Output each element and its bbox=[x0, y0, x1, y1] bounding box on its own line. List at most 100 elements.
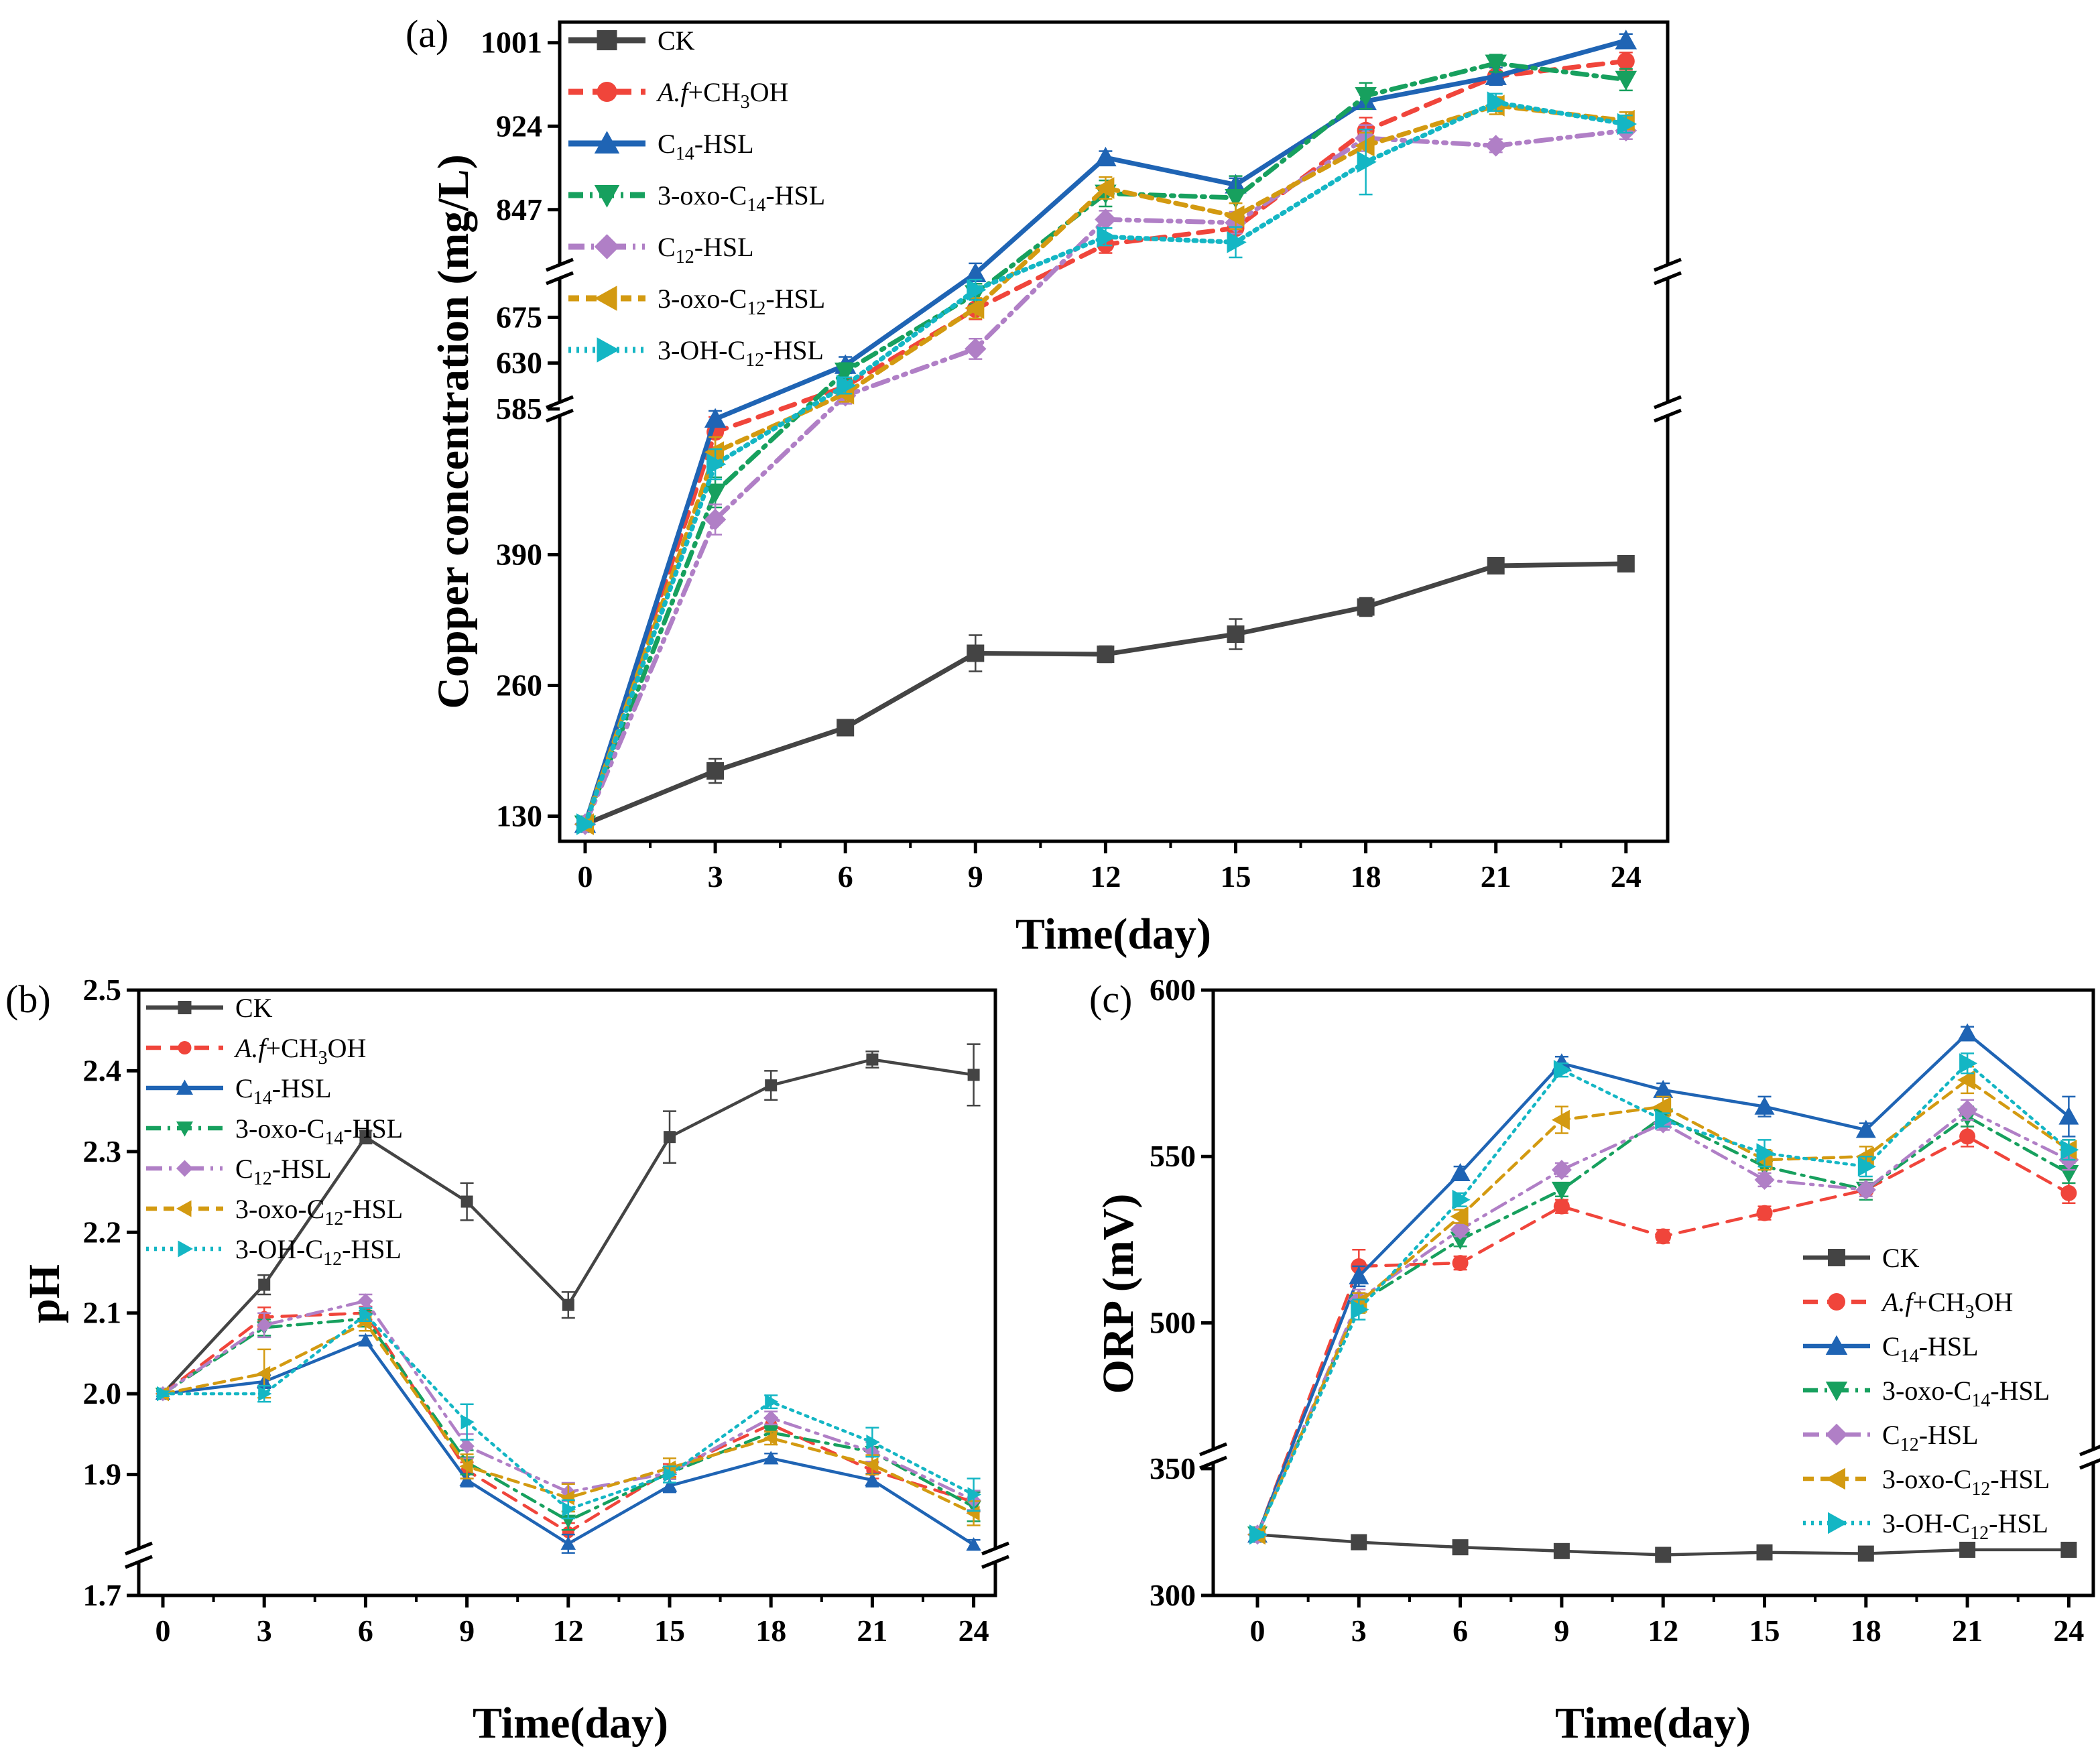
data-point bbox=[2060, 1541, 2077, 1558]
data-point bbox=[1095, 146, 1117, 167]
data-point bbox=[1655, 1228, 1672, 1245]
panel-c-orp: (c) 300 350 500 550 600 0 3 6 9 12 15 18 21 24 Time(… bbox=[1089, 973, 2100, 1748]
legend-label: 3-oxo-C14​-HSL bbox=[1882, 1376, 2050, 1411]
data-point bbox=[965, 262, 987, 283]
data-point bbox=[358, 1333, 373, 1347]
panel-b-legend: CK A.f+CH3​OH C14​-HSL 3-oxo-C14​-HSL C12​-H… bbox=[146, 993, 403, 1270]
legend-item-a-f-ch3oh: A.f+CH3​OH bbox=[568, 77, 788, 113]
legend-marker bbox=[1825, 1382, 1848, 1402]
legend-item-a-f-ch3oh: A.f+CH3​OH bbox=[1803, 1287, 2013, 1323]
legend-item-c12-hsl: C12​-HSL bbox=[568, 232, 754, 267]
series-3-oh-c12-hsl bbox=[156, 1307, 981, 1520]
axis-break-slash bbox=[546, 257, 574, 272]
axis-break-slash bbox=[546, 271, 574, 286]
axis-break-slash bbox=[546, 408, 574, 423]
data-point bbox=[1857, 1156, 1876, 1177]
panel-a-legend: CK A.f+CH3​OH C14​-HSL 3-oxo-C14​-HSL C12​-H… bbox=[568, 25, 825, 371]
legend-marker bbox=[594, 286, 617, 311]
x-tick-label: 6 bbox=[1453, 1614, 1468, 1648]
data-point bbox=[1095, 177, 1115, 199]
data-point bbox=[1655, 1109, 1674, 1130]
data-point bbox=[1487, 91, 1507, 113]
data-point bbox=[1959, 1128, 1976, 1145]
data-point bbox=[562, 1298, 574, 1311]
data-point bbox=[1551, 1109, 1570, 1130]
panel-a-plot-frame bbox=[558, 20, 1670, 843]
x-tick-label: 12 bbox=[553, 1614, 584, 1648]
y-tick-label: 600 bbox=[1150, 973, 1196, 1007]
x-tick-label: 0 bbox=[578, 859, 593, 894]
legend-marker bbox=[1828, 1512, 1848, 1534]
legend-label: A.f+CH3​OH bbox=[1880, 1287, 2013, 1323]
data-point bbox=[258, 1386, 272, 1402]
y-tick-label: 585 bbox=[496, 391, 542, 426]
legend-marker bbox=[176, 1160, 193, 1177]
y-tick-label: 550 bbox=[1150, 1139, 1196, 1173]
panel-c-x-axis-title: Time(day) bbox=[1555, 1699, 1751, 1748]
data-point bbox=[1957, 1070, 1976, 1091]
data-point bbox=[1485, 65, 1507, 85]
x-tick-label: 3 bbox=[1351, 1614, 1367, 1648]
x-tick-label: 6 bbox=[838, 859, 853, 894]
legend-item-c12-hsl: C12​-HSL bbox=[146, 1154, 332, 1189]
data-point bbox=[459, 1472, 475, 1487]
x-tick-label: 15 bbox=[654, 1614, 685, 1648]
data-point bbox=[1351, 1534, 1367, 1551]
x-tick-label: 24 bbox=[2053, 1614, 2084, 1648]
data-point bbox=[763, 1410, 779, 1426]
data-point bbox=[1653, 1079, 1674, 1098]
panel-b-x-axis-title: Time(day) bbox=[473, 1699, 668, 1748]
y-tick-label: 500 bbox=[1150, 1305, 1196, 1339]
axis-break-slash bbox=[1199, 1442, 1227, 1457]
panel-a-label: (a) bbox=[406, 12, 448, 56]
data-point bbox=[1355, 86, 1377, 107]
data-point bbox=[1485, 135, 1507, 157]
x-tick-label: 3 bbox=[257, 1614, 272, 1648]
data-point bbox=[1452, 1255, 1469, 1272]
data-point bbox=[763, 1431, 778, 1446]
data-point bbox=[1857, 1545, 1874, 1562]
x-tick-label: 9 bbox=[1554, 1614, 1569, 1648]
legend-marker bbox=[176, 1079, 193, 1095]
data-point bbox=[1959, 1053, 1978, 1074]
data-point bbox=[1355, 135, 1375, 157]
data-point bbox=[1617, 52, 1635, 70]
y-tick-label: 2.5 bbox=[83, 973, 122, 1007]
y-tick-label: 847 bbox=[496, 192, 542, 227]
legend-label: C14​-HSL bbox=[658, 129, 754, 164]
data-point bbox=[1452, 1189, 1471, 1210]
y-tick-label: 2.2 bbox=[83, 1215, 122, 1249]
data-point bbox=[1617, 555, 1635, 572]
y-tick-label: 1.9 bbox=[83, 1457, 122, 1492]
series-line-ck bbox=[161, 1058, 975, 1396]
panel-a-y-axis-title: Copper concentration (mg/L) bbox=[429, 154, 478, 709]
legend-item-3-oh-c12-hsl: 3-OH-C12​-HSL bbox=[568, 335, 824, 371]
data-point bbox=[358, 1293, 373, 1309]
data-point bbox=[1957, 1099, 1978, 1120]
x-tick-label: 15 bbox=[1221, 859, 1251, 894]
legend-marker bbox=[178, 1041, 192, 1054]
axis-break-gap bbox=[124, 1549, 153, 1562]
x-tick-label: 21 bbox=[857, 1614, 887, 1648]
data-point bbox=[1653, 1096, 1672, 1117]
legend-label: CK bbox=[658, 25, 695, 56]
panel-b-ph: (b) 1.7 1.9 2.0 2.1 2.2 2.3 2.4 2.5 0 3 6 9 12 15 18 2… bbox=[5, 973, 1010, 1748]
legend-marker bbox=[594, 131, 620, 154]
legend-label: 3-oxo-C14​-HSL bbox=[235, 1113, 403, 1149]
x-tick-label: 12 bbox=[1648, 1614, 1678, 1648]
data-point bbox=[1756, 1205, 1773, 1221]
y-tick-label: 390 bbox=[496, 538, 542, 572]
legend-label: C14​-HSL bbox=[1882, 1331, 1979, 1367]
data-point bbox=[1351, 1299, 1369, 1320]
data-point bbox=[2058, 1106, 2079, 1125]
x-tick-label: 9 bbox=[459, 1614, 475, 1648]
x-tick-label: 18 bbox=[1351, 859, 1381, 894]
legend-marker bbox=[1828, 1249, 1845, 1266]
axis-break-gap bbox=[545, 265, 574, 278]
data-point bbox=[2060, 1140, 2079, 1160]
series-3-oh-c12-hsl bbox=[576, 91, 1638, 835]
legend-item-3-oxo-c14-hsl: 3-oxo-C14​-HSL bbox=[146, 1113, 403, 1149]
series-3-oxo-c14-hsl bbox=[574, 54, 1638, 835]
data-point bbox=[1553, 1060, 1572, 1081]
